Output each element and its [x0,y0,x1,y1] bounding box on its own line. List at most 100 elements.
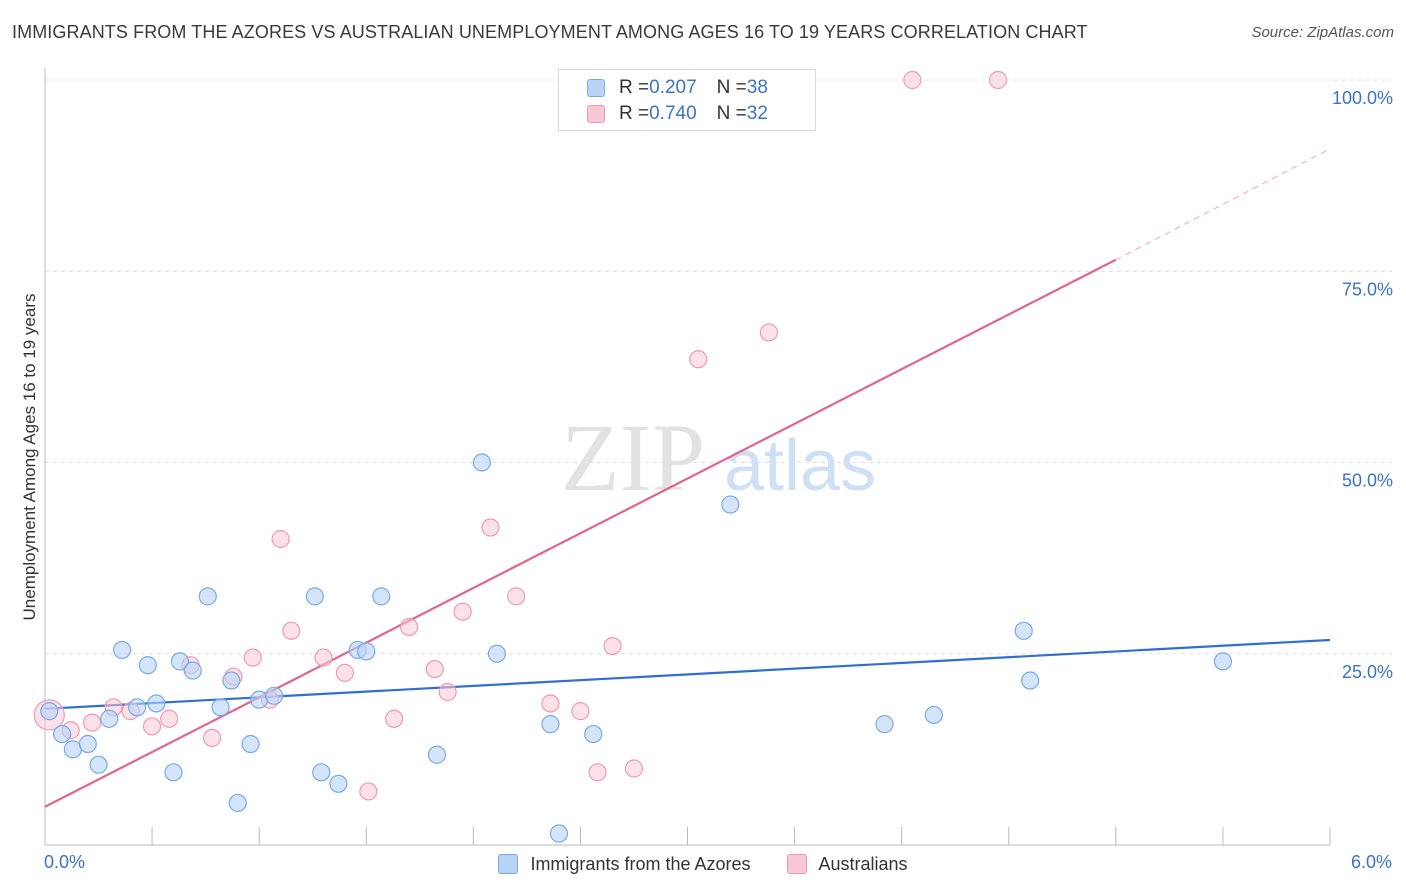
watermark-zip: ZIP [561,404,705,511]
australians-point [624,759,644,778]
x-tick-label-max: 6.0% [1350,852,1392,872]
azores-point [250,690,269,709]
legend-r-value: 0.740 [649,103,697,124]
australians-trend-extension [1115,148,1331,261]
x-tick-label-min: 0.0% [44,852,86,872]
chart-title: IMMIGRANTS FROM THE AZORES VS AUSTRALIAN… [12,22,1088,42]
azores-point [138,656,157,675]
australians-point [384,709,404,728]
australians-point [588,763,607,782]
series-legend-australians: Australians [786,853,908,875]
australians-point [359,782,378,801]
australians-swatch [587,105,605,123]
azores-point [53,724,72,744]
y-axis-label: Unemployment Among Ages 16 to 19 years [20,293,39,621]
series-legend-azores: Immigrants from the Azores [498,853,751,875]
australians-point [202,728,222,748]
legend-row-australians: R = 0.740 N = 32 [587,101,768,127]
azores-point [329,774,348,793]
australians-legend-label: Australians [818,853,908,874]
australians-point [271,529,290,549]
azores-point [549,824,569,843]
azores-point [100,709,119,728]
azores-point [372,587,391,606]
azores-swatch [587,79,605,97]
legend-n-label: N = [716,77,747,98]
australians-point [335,663,354,682]
legend-r-label: R = [619,77,650,98]
australians-trend-line [44,258,1117,808]
azores-point [127,698,147,717]
legend-n-value: 38 [746,77,768,98]
azores-point [472,453,491,472]
y-tick-label: 50.0% [1342,471,1393,491]
australians-point [903,70,922,90]
azores-point [222,671,241,690]
source-label: Source: ZipAtlas.com [1251,24,1394,41]
azores-point [305,587,324,606]
australians-point [425,659,444,679]
azores-point [183,661,202,680]
australians-point [282,621,301,640]
azores-point [198,587,217,606]
y-tick-label: 25.0% [1342,662,1393,682]
azores-point [1021,671,1040,690]
australians-point [453,602,472,621]
azores-point [1014,621,1033,640]
azores-point [721,495,740,514]
azores-point [357,642,376,661]
series-legend: Immigrants from the Azores Australians [0,851,1406,877]
australians-point [314,648,333,667]
azores-point [924,705,943,725]
australians-point [571,702,590,721]
azores-point [89,755,108,774]
legend-n-label: N = [716,103,747,124]
australians-point [399,617,419,637]
grid [45,79,1392,655]
azores-point [241,734,260,754]
azores-point [541,715,560,734]
azores-point [487,644,506,663]
azores-point [312,763,331,782]
azores-point [147,694,166,713]
azores-point [112,640,132,660]
legend-row-azores: R = 0.207 N = 38 [587,75,768,101]
azores-point [40,702,59,721]
azores-legend-swatch [498,854,519,874]
australians-point [243,648,262,667]
watermark-atlas: atlas [724,426,876,506]
y-tick-label: 75.0% [1342,279,1393,299]
data-points [33,70,1233,843]
australians-point [507,587,526,606]
australians-point [541,694,560,713]
legend-r-label: R = [619,103,650,124]
australians-point [689,350,708,369]
australians-point [603,636,622,656]
australians-point [83,713,102,732]
azores-point [427,745,447,764]
azores-point [78,734,97,754]
tick-labels: 25.0% 50.0% 75.0% 100.0% [1332,88,1393,682]
legend-n-value: 32 [746,103,768,124]
australians-point [988,70,1008,90]
legend-r-value: 0.207 [649,77,697,98]
trend-lines [44,148,1331,808]
azores-point [584,724,603,744]
azores-point [265,686,284,705]
azores-point [164,763,183,782]
correlation-legend: R = 0.207 N = 38 R = 0.740 N = 32 [558,69,816,131]
australians-point [481,518,500,537]
azores-point [228,793,247,813]
y-tick-label: 100.0% [1332,88,1393,108]
australians-point [759,323,778,342]
australians-point [160,709,179,728]
azores-point [211,698,230,717]
azores-point [875,715,894,734]
azores-legend-label: Immigrants from the Azores [530,853,751,874]
azores-point [1213,652,1233,671]
australians-point [142,717,162,736]
australians-point [438,682,457,702]
australians-legend-swatch [786,854,807,874]
azores-point [170,652,190,671]
